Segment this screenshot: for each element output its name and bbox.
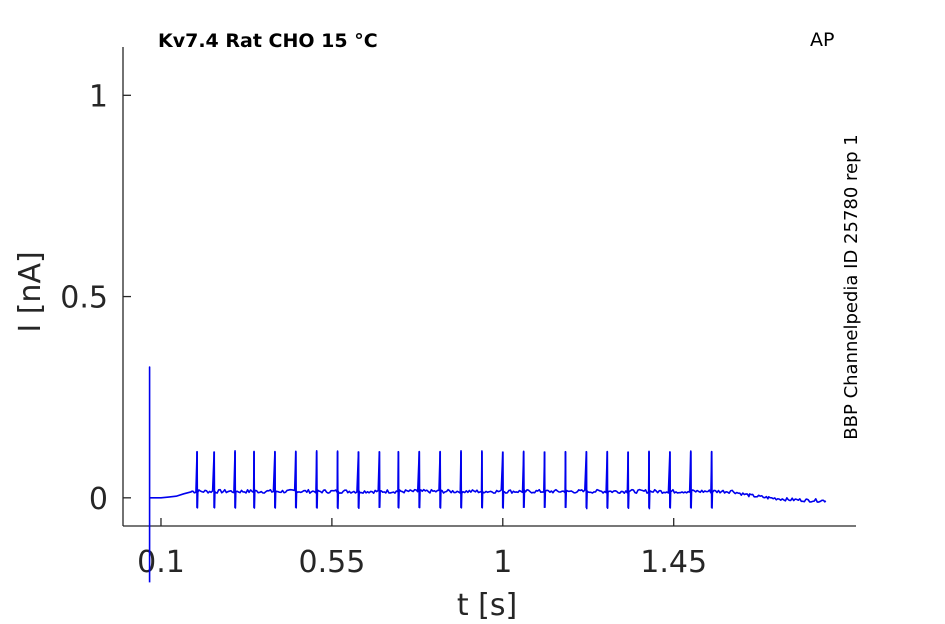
x-tick-label: 0.55 xyxy=(298,545,365,580)
y-tick-label: 1 xyxy=(89,79,108,114)
x-tick-label: 1 xyxy=(493,545,512,580)
x-ticks: 0.1 0.55 1 1.45 xyxy=(137,518,707,580)
axes xyxy=(122,47,856,527)
chart-title: Kv7.4 Rat CHO 15 °C xyxy=(158,30,378,52)
protocol-label: AP xyxy=(810,29,834,51)
y-axis-label: I [nA] xyxy=(13,251,48,332)
y-tick-label: 0.5 xyxy=(60,281,108,316)
plot-area xyxy=(148,366,827,583)
current-trace-line xyxy=(148,366,827,583)
y-ticks: 00.51 xyxy=(60,79,131,517)
x-tick-label: 0.1 xyxy=(137,545,185,580)
source-id-label: BBP Channelpedia ID 25780 rep 1 xyxy=(841,134,862,439)
x-tick-label: 1.45 xyxy=(640,545,707,580)
x-axis-label: t [s] xyxy=(457,588,517,623)
y-tick-label: 0 xyxy=(89,482,108,517)
